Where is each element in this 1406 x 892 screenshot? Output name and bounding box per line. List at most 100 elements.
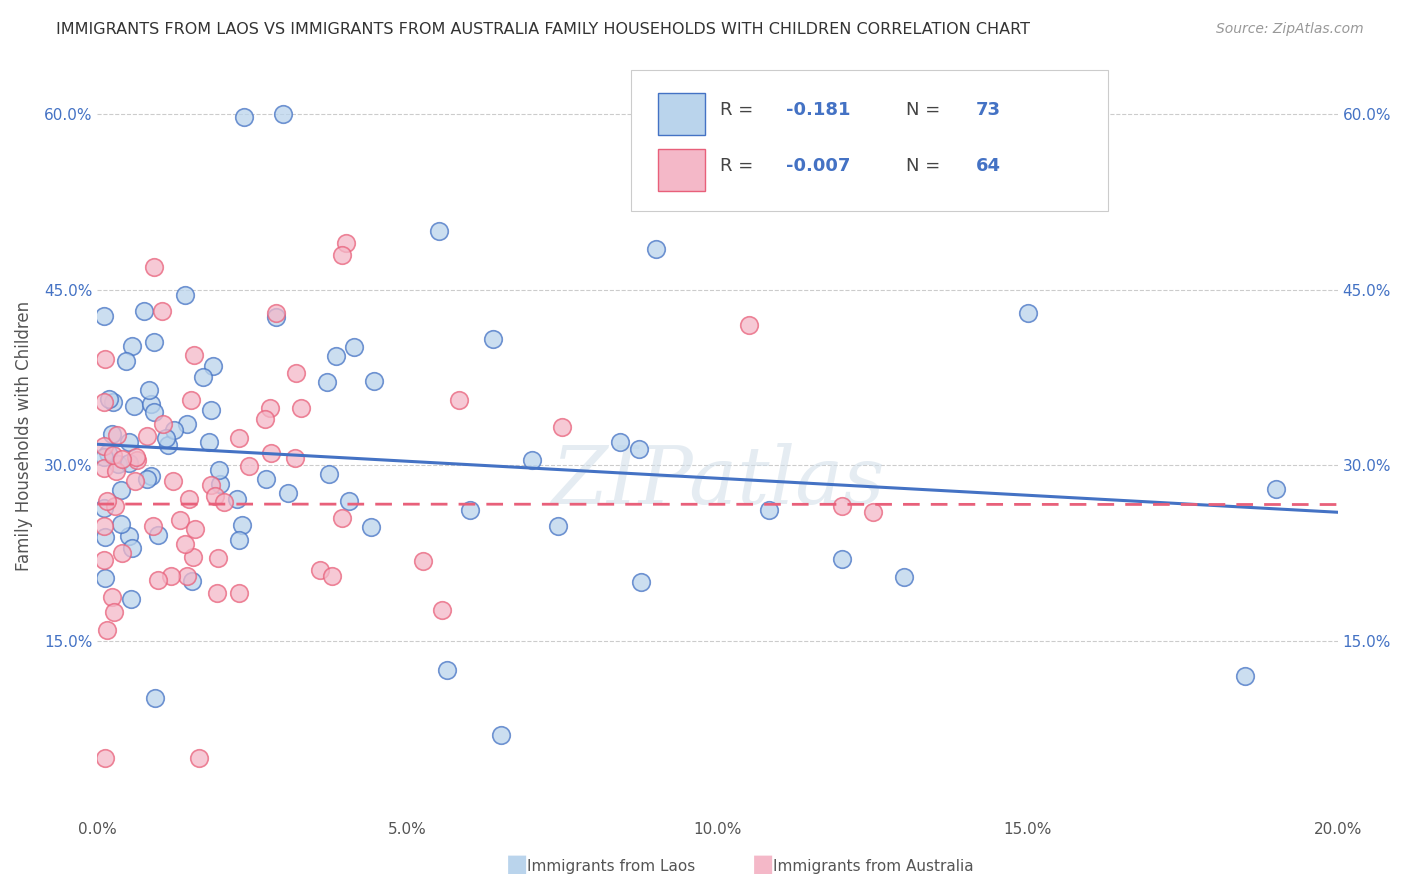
Point [124,399,146,413]
Point [104,464,127,478]
Point [259,401,281,416]
Point [174,537,197,551]
Point [228,533,250,547]
Point [101,448,124,462]
Point [228,432,250,446]
Point [93,553,115,567]
Point [458,503,481,517]
Point [110,516,132,531]
Point [522,453,544,467]
Point [139,397,162,411]
Point [481,332,503,346]
Point [335,235,357,250]
Point [201,359,224,374]
Point [104,499,127,513]
Point [93,519,115,533]
Point [118,456,141,470]
Text: ■: ■ [752,853,775,877]
Point [212,494,235,508]
Point [100,591,122,605]
Text: R =: R = [720,157,754,175]
Point [253,411,276,425]
Point [284,450,307,465]
Point [183,522,205,536]
Text: N =: N = [905,157,941,175]
Point [831,552,853,566]
Point [96,623,118,637]
Point [547,519,569,533]
Point [160,569,183,583]
Point [737,318,759,332]
Point [162,474,184,488]
Point [264,306,287,320]
Point [430,603,453,617]
Point [233,111,256,125]
Point [125,450,148,464]
Point [204,489,226,503]
Point [207,551,229,566]
Point [225,492,247,507]
Point [436,663,458,677]
Text: -0.007: -0.007 [786,157,851,175]
Point [94,571,117,585]
Point [412,554,434,568]
Text: R =: R = [720,101,754,119]
Point [148,528,170,542]
Text: -0.181: -0.181 [786,101,851,119]
Text: Immigrants from Australia: Immigrants from Australia [773,860,974,874]
Point [290,401,312,415]
Point [125,453,148,467]
Point [325,350,347,364]
Point [139,469,162,483]
Text: 73: 73 [976,101,1001,119]
Point [200,478,222,492]
Point [94,352,117,367]
Point [138,383,160,397]
Point [121,339,143,353]
Point [157,438,180,452]
Point [121,541,143,555]
Point [630,574,652,589]
Point [264,310,287,325]
Point [208,463,231,477]
Point [142,519,165,533]
Point [98,392,121,406]
Point [155,432,177,446]
Point [93,394,115,409]
Point [120,591,142,606]
Point [180,574,202,588]
Point [330,248,353,262]
Point [152,417,174,431]
Point [627,442,650,457]
Point [238,458,260,473]
Point [118,434,141,449]
Point [93,450,115,464]
Point [277,486,299,500]
Point [179,491,201,506]
Point [135,429,157,443]
Point [363,374,385,388]
Point [103,395,125,409]
Point [285,366,308,380]
Point [111,451,134,466]
Point [489,728,512,742]
Point [117,529,139,543]
Y-axis label: Family Households with Children: Family Households with Children [15,301,32,571]
Point [93,530,115,544]
Point [150,304,173,318]
Point [111,546,134,560]
Point [315,376,337,390]
Point [318,467,340,481]
Point [321,569,343,583]
Point [146,573,169,587]
Point [831,500,853,514]
Point [337,494,360,508]
FancyBboxPatch shape [631,70,1108,211]
Point [142,260,165,274]
Point [1233,669,1256,683]
Text: Source: ZipAtlas.com: Source: ZipAtlas.com [1216,22,1364,37]
Point [110,483,132,497]
Point [1264,482,1286,496]
Point [142,405,165,419]
Point [188,751,211,765]
